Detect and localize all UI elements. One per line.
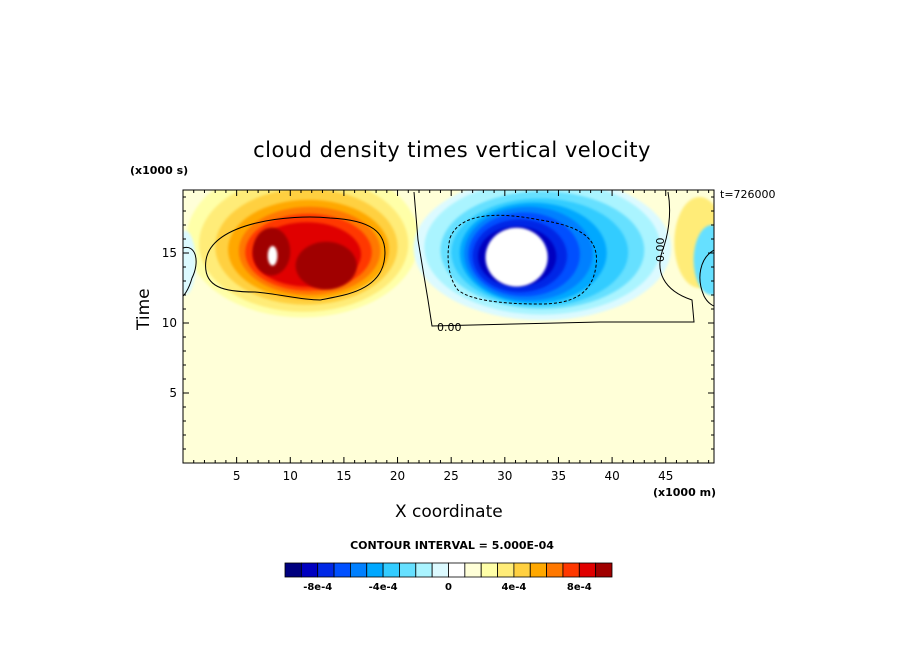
colorbar-tick-label: 8e-4 (567, 582, 592, 593)
colorbar-swatch (464, 562, 482, 578)
chart-title: cloud density times vertical velocity (253, 138, 651, 162)
colorbar-swatch (382, 562, 400, 578)
colorbar-swatch (284, 562, 302, 578)
x-tick-label: 10 (283, 469, 298, 483)
y-tick-label: 5 (169, 386, 177, 400)
positive-core-right (295, 241, 357, 290)
x-tick-label: 15 (336, 469, 351, 483)
colorbar-swatch (529, 562, 548, 578)
colorbar-swatch (431, 562, 449, 578)
colorbar-swatch (349, 562, 368, 578)
colorbar-tick-label: -8e-4 (303, 582, 332, 593)
y-unit-label: (x1000 s) (130, 164, 189, 177)
colorbar-swatch (415, 562, 433, 578)
x-tick-label: 45 (658, 469, 673, 483)
contour-label: 0.00 (437, 321, 462, 334)
left-edge-feature (183, 230, 196, 295)
colorbar-swatch (366, 562, 384, 578)
colorbar-swatch (333, 562, 351, 578)
colorbar-tick-label: -4e-4 (369, 582, 398, 593)
y-tick-label: 10 (162, 316, 177, 330)
colorbar-swatch (480, 562, 498, 578)
x-tick-label: 5 (233, 469, 241, 483)
colorbar-swatch (497, 562, 515, 578)
x-unit-label: (x1000 m) (653, 486, 717, 499)
colorbar-swatch (399, 562, 417, 578)
colorbar: -8e-4 -4e-4 0 4e-4 8e-4 (284, 562, 613, 593)
negative-peak-spot (485, 227, 548, 287)
x-tick-label: 20 (390, 469, 405, 483)
colorbar-swatch (546, 562, 564, 578)
colorbar-swatch (317, 562, 335, 578)
field-layer: 0.00 0.00 (183, 190, 714, 463)
y-tick-label: 15 (162, 246, 177, 260)
time-stamp: t=726000 (720, 188, 776, 201)
colorbar-tick-label: 0 (445, 582, 452, 593)
x-tick-label: 30 (497, 469, 512, 483)
negative-contour-line (447, 214, 597, 305)
colorbar-swatch (562, 562, 580, 578)
colorbar-tick-label: 4e-4 (501, 582, 526, 593)
colorbar-swatch (578, 562, 597, 578)
colorbar-swatch (300, 562, 319, 578)
x-axis-label: X coordinate (395, 502, 503, 522)
axes-layer: 5 10 15 20 25 30 35 40 45 5 10 15 (162, 189, 715, 483)
colorbar-swatch (448, 562, 466, 578)
colorbar-swatch (513, 562, 531, 578)
colorbar-swatch (595, 562, 613, 578)
zero-contour-line (413, 191, 695, 327)
x-tick-label: 25 (444, 469, 459, 483)
x-tick-label: 40 (604, 469, 619, 483)
positive-peak-spot (267, 246, 278, 266)
x-tick-label: 35 (551, 469, 566, 483)
positive-contour-line (205, 216, 386, 301)
contour-label: 0.00 (654, 238, 667, 263)
edge-negative-feature (693, 225, 714, 295)
right-edge-contour-line (699, 249, 714, 307)
plot-frame (182, 189, 715, 464)
contour-interval-text: CONTOUR INTERVAL = 5.000E-04 (350, 539, 554, 552)
